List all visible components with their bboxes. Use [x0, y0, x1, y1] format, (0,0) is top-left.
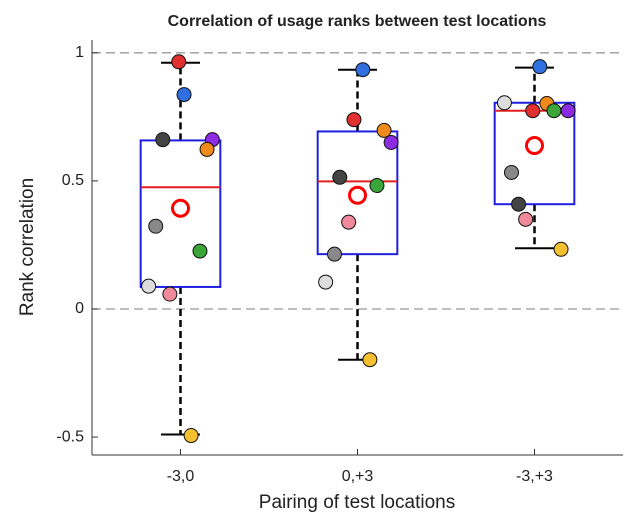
data-point — [162, 286, 178, 302]
x-axis-label: Pairing of test locations — [259, 492, 455, 513]
data-point — [346, 112, 362, 128]
data-point — [525, 103, 541, 119]
y-tick-label: 0.5 — [62, 172, 84, 189]
data-point — [383, 134, 399, 150]
data-point — [183, 428, 199, 444]
data-point — [503, 164, 519, 180]
box — [139, 139, 222, 288]
data-point — [171, 54, 187, 70]
mean — [348, 185, 367, 205]
data-point — [511, 196, 527, 212]
data-point — [176, 87, 192, 103]
data-point — [318, 274, 334, 290]
data-point — [326, 246, 342, 262]
y-axis-label: Rank correlation — [17, 178, 38, 316]
box — [493, 101, 576, 206]
chart-title: Correlation of usage ranks between test … — [168, 13, 547, 30]
data-point — [532, 59, 548, 75]
data-point — [546, 103, 562, 119]
mean — [171, 198, 190, 218]
data-point — [369, 178, 385, 194]
data-point — [355, 62, 371, 78]
data-point — [148, 218, 164, 234]
data-point — [341, 214, 357, 230]
x-tick-label: 0,+3 — [342, 468, 374, 485]
data-point — [560, 103, 576, 119]
data-point — [376, 122, 392, 138]
mean — [525, 136, 544, 156]
data-point — [155, 132, 171, 148]
x-tick-label: -3,0 — [167, 468, 195, 485]
x-tick-label: -3,+3 — [516, 468, 553, 485]
data-point — [496, 95, 512, 111]
y-tick-label: 1 — [75, 44, 84, 61]
y-tick-label: 0 — [75, 300, 84, 317]
data-point — [362, 352, 378, 368]
data-point — [518, 211, 534, 227]
data-point — [332, 169, 348, 185]
data-point — [199, 141, 215, 157]
data-point — [141, 278, 157, 294]
data-point — [192, 243, 208, 259]
box — [316, 130, 399, 256]
y-tick-label: -0.5 — [56, 428, 84, 445]
data-point — [553, 241, 569, 257]
